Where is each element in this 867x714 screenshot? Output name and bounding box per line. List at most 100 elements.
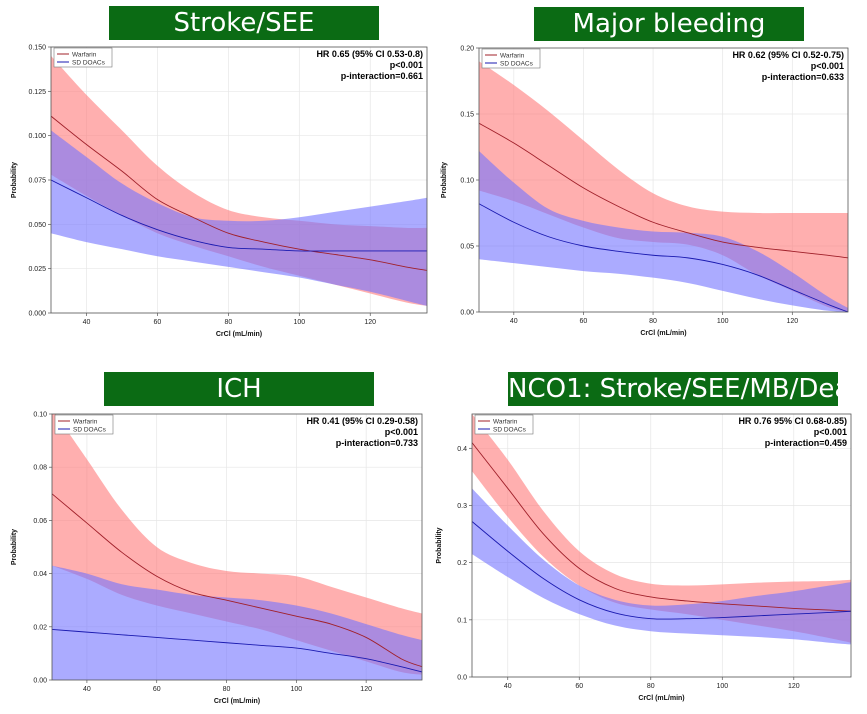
x-tick-label: 120 xyxy=(364,319,376,326)
y-axis-title: Probability xyxy=(441,162,448,198)
stats-line: HR 0.41 (95% CI 0.29-0.58) xyxy=(306,416,418,426)
doac-line xyxy=(472,521,851,620)
x-tick-label: 60 xyxy=(580,318,588,325)
stats-line: p<0.001 xyxy=(814,427,847,437)
chart-title-nco1: NCO1: Stroke/SEE/MB/Death xyxy=(508,372,867,406)
y-tick-label: 0.050 xyxy=(28,222,46,229)
y-tick-label: 0.00 xyxy=(33,678,47,685)
stats-line: p<0.001 xyxy=(390,60,423,70)
x-tick-label: 80 xyxy=(223,686,231,693)
plot-layer xyxy=(479,61,848,312)
doac-line xyxy=(52,629,422,673)
plot-layer xyxy=(51,55,427,306)
y-tick-label: 0.125 xyxy=(28,89,46,96)
stats-line: p<0.001 xyxy=(385,427,418,437)
legend-warfarin-label: Warfarin xyxy=(72,51,97,58)
plot-layer xyxy=(52,414,422,680)
doac-line xyxy=(51,179,427,252)
warfarin-line xyxy=(52,493,422,668)
x-tick-label: 120 xyxy=(788,683,800,690)
doac-line xyxy=(479,203,848,312)
x-tick-label: 40 xyxy=(83,319,91,326)
x-tick-label: 80 xyxy=(647,683,655,690)
doac-ci-band xyxy=(52,565,422,680)
y-axis-title: Probability xyxy=(11,162,18,198)
y-tick-label: 0.10 xyxy=(460,178,474,185)
stats-line: p-interaction=0.633 xyxy=(762,72,844,82)
doac-ci-band xyxy=(472,488,851,645)
stats-line: p-interaction=0.733 xyxy=(336,438,418,448)
doac-ci-band xyxy=(479,150,848,312)
legend-warfarin-label: Warfarin xyxy=(493,418,518,425)
warfarin-line xyxy=(51,115,427,271)
x-tick-label: 40 xyxy=(504,683,512,690)
chart-ich: 40 60 80 100 120 0.00 0.02 0.04 0.06 0.08 0.10 CrCl… xyxy=(11,412,423,705)
plot-frame xyxy=(51,413,423,681)
x-tick-label: 100 xyxy=(716,683,728,690)
warfarin-line xyxy=(472,442,851,612)
y-tick-label: 0.100 xyxy=(28,133,46,140)
x-tick-label: 60 xyxy=(153,686,161,693)
y-tick-label: 0.150 xyxy=(28,45,46,52)
y-tick-label: 0.04 xyxy=(33,571,47,578)
y-tick-label: 0.20 xyxy=(460,46,474,53)
x-tick-label: 100 xyxy=(293,319,305,326)
x-tick-label: 120 xyxy=(360,686,372,693)
x-tick-label: 120 xyxy=(786,318,798,325)
stats-line: p-interaction=0.661 xyxy=(341,71,423,81)
y-tick-label: 0.1 xyxy=(457,617,467,624)
y-tick-label: 0.10 xyxy=(33,412,47,419)
y-tick-label: 0.3 xyxy=(457,503,467,510)
y-tick-label: 0.02 xyxy=(33,624,47,631)
warfarin-ci-band xyxy=(472,414,851,643)
stats-line: HR 0.62 (95% CI 0.52-0.75) xyxy=(732,50,844,60)
x-axis-title: CrCl (mL/min) xyxy=(214,698,260,705)
y-tick-label: 0.00 xyxy=(460,310,474,317)
y-tick-label: 0.05 xyxy=(460,244,474,251)
y-tick-label: 0.08 xyxy=(33,465,47,472)
x-tick-label: 60 xyxy=(575,683,583,690)
legend-doac-label: SD DOACs xyxy=(72,59,106,66)
x-axis-title: CrCl (mL/min) xyxy=(640,330,686,337)
legend-doac-label: SD DOACs xyxy=(500,60,534,67)
y-tick-label: 0.2 xyxy=(457,560,467,567)
y-tick-label: 0.06 xyxy=(33,518,47,525)
legend-warfarin-label: Warfarin xyxy=(73,418,98,425)
y-tick-label: 0.15 xyxy=(460,112,474,119)
warfarin-ci-band xyxy=(52,414,422,675)
y-tick-label: 0.000 xyxy=(28,311,46,318)
stats-line: p-interaction=0.459 xyxy=(765,438,847,448)
x-tick-label: 40 xyxy=(510,318,518,325)
legend-warfarin-label: Warfarin xyxy=(500,52,525,59)
x-tick-label: 40 xyxy=(83,686,91,693)
chart-title-ich: ICH xyxy=(104,372,374,406)
y-tick-label: 0.075 xyxy=(28,178,46,185)
x-tick-label: 100 xyxy=(717,318,729,325)
y-tick-label: 0.4 xyxy=(457,446,467,453)
stats-line: HR 0.76 95% CI 0.68-0.85) xyxy=(738,416,847,426)
x-tick-label: 60 xyxy=(154,319,162,326)
y-tick-label: 0.025 xyxy=(28,266,46,273)
x-tick-label: 80 xyxy=(224,319,232,326)
stats-line: p<0.001 xyxy=(811,61,844,71)
y-tick-label: 0.0 xyxy=(457,675,467,682)
chart-stroke-see: 40 60 80 100 120 0.000 0.025 0.050 0.075 0.100 0.1… xyxy=(11,45,428,338)
stats-line: HR 0.65 (95% CI 0.53-0.8) xyxy=(316,49,423,59)
chart-title-major-bleeding: Major bleeding xyxy=(534,7,804,41)
x-tick-label: 100 xyxy=(290,686,302,693)
x-axis-title: CrCl (mL/min) xyxy=(638,695,684,702)
doac-ci-band xyxy=(51,130,427,306)
plot-layer xyxy=(472,414,851,645)
y-axis-title: Probability xyxy=(11,529,18,565)
x-axis-title: CrCl (mL/min) xyxy=(216,331,262,338)
warfarin-ci-band xyxy=(479,61,848,312)
legend-doac-label: SD DOACs xyxy=(493,426,527,433)
plot-frame xyxy=(471,413,852,678)
warfarin-line xyxy=(479,122,848,259)
chart-title-stroke-see: Stroke/SEE xyxy=(109,6,379,40)
chart-major-bleeding: 40 60 80 100 120 0.00 0.05 0.10 0.15 0.20 CrCl (mL… xyxy=(441,46,849,337)
x-tick-label: 80 xyxy=(649,318,657,325)
legend-doac-label: SD DOACs xyxy=(73,426,107,433)
y-axis-title: Probability xyxy=(436,527,443,563)
chart-nco1: 40 60 80 100 120 0.0 0.1 0.2 0.3 0.4 CrCl (mL/min)… xyxy=(436,413,852,702)
